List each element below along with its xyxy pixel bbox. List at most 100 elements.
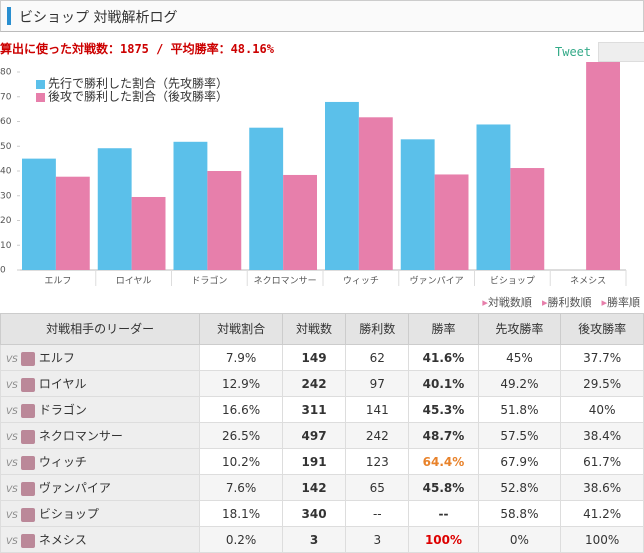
y-tick-label: 40 (0, 167, 12, 177)
cell: 311 (281, 396, 347, 423)
sort-link[interactable]: 勝率順 (601, 296, 640, 309)
bar (325, 101, 359, 270)
leader-name: ビショップ (38, 507, 99, 521)
y-tick-label: 60 (0, 117, 12, 127)
cell: 57.5% (477, 422, 562, 449)
cell: 10.2% (199, 448, 283, 475)
cell: 191 (281, 448, 347, 475)
row: VS ドラゴン 16.6% 311 141 45.3% 51.8% 40% (0, 396, 644, 423)
avatar (20, 533, 35, 548)
bar (510, 168, 545, 270)
vs-label: VS (6, 355, 18, 365)
cell: 45.3% (408, 396, 479, 423)
x-tick-label: ドラゴン (191, 275, 227, 287)
avatar (20, 429, 35, 444)
bar (97, 148, 132, 270)
bar (400, 139, 435, 270)
y-tick-label: 50 (0, 142, 12, 152)
cell: 41.6% (408, 344, 479, 371)
cell: 29.5% (560, 370, 644, 397)
cell: 497 (281, 422, 347, 449)
column-header: 勝率 (408, 313, 479, 345)
column-header: 対戦割合 (199, 313, 283, 345)
chart: 0 10 20 30 40 50 60 70 80 エルフ ロイヤル ドラゴン ネクロマンサー ウィッチ ヴ… (0, 62, 627, 287)
vs-label: VS (6, 459, 18, 469)
cell: 3 (345, 526, 410, 553)
bar (131, 196, 166, 270)
column-header: 対戦数 (281, 313, 347, 345)
cell: 26.5% (199, 422, 283, 449)
icon[interactable] (598, 42, 644, 62)
y-tick-label: 20 (0, 216, 12, 226)
cell: 38.6% (560, 474, 644, 501)
cell: 67.9% (477, 448, 562, 475)
avatar (20, 351, 35, 366)
cell: -- (345, 500, 410, 527)
vs-label: VS (6, 381, 18, 391)
cell: 340 (281, 500, 347, 527)
sort-link[interactable]: 勝利数順 (542, 296, 592, 309)
y-tick-label: 80 (0, 68, 12, 78)
column-header: 勝利数 (345, 313, 410, 345)
avatar (20, 403, 35, 418)
cell: 0.2% (199, 526, 283, 553)
row: VS エルフ 7.9% 149 62 41.6% 45% 37.7% (0, 344, 644, 371)
vs-label: VS (6, 511, 18, 521)
legend-swatch (36, 80, 45, 89)
column-header: 対戦相手のリーダー (0, 313, 201, 345)
cell: 64.4% (408, 448, 479, 475)
leader-cell: VS ドラゴン (0, 396, 201, 423)
cell: 100% (408, 526, 479, 553)
cell: 242 (345, 422, 410, 449)
y-tick-label: 10 (0, 241, 12, 251)
leader-cell: VS ビショップ (0, 500, 201, 527)
leader-name: エルフ (38, 351, 75, 365)
cell: 45.8% (408, 474, 479, 501)
row: VS ネクロマンサー 26.5% 497 242 48.7% 57.5% 38.4% (0, 422, 644, 449)
cell: 45% (477, 344, 562, 371)
sort-link[interactable]: 対戦数順 (482, 296, 532, 309)
leader-name: ロイヤル (38, 377, 87, 391)
cell: 62 (345, 344, 410, 371)
cell: 16.6% (199, 396, 283, 423)
cell: 37.7% (560, 344, 644, 371)
cell: 97 (345, 370, 410, 397)
leader-name: ネメシス (38, 533, 87, 547)
cell: 12.9% (199, 370, 283, 397)
avatar (20, 377, 35, 392)
leader-cell: VS エルフ (0, 344, 201, 371)
vs-label: VS (6, 485, 18, 495)
summary: 算出に使った対戦数：1875 / 平均勝率：48.16% (0, 42, 274, 56)
vs-label: VS (6, 407, 18, 417)
row: VS ウィッチ 10.2% 191 123 64.4% 67.9% 61.7% (0, 448, 644, 475)
bar (434, 174, 469, 270)
x-tick-label: エルフ (44, 277, 71, 287)
leader-name: ウィッチ (38, 455, 87, 469)
cell: 100% (560, 526, 644, 553)
leader-cell: VS ヴァンパイア (0, 474, 201, 501)
cell: 242 (281, 370, 347, 397)
row: VS ロイヤル 12.9% 242 97 40.1% 49.2% 29.5% (0, 370, 644, 397)
avatar (20, 481, 35, 496)
leader-cell: VS ネクロマンサー (0, 422, 201, 449)
cell: 0% (477, 526, 562, 553)
y-tick-label: 70 (0, 92, 12, 102)
leader-name: ネクロマンサー (38, 429, 123, 443)
cell: 7.9% (199, 344, 283, 371)
bar (586, 62, 620, 270)
bar (476, 124, 511, 270)
bars (22, 62, 620, 270)
x-tick-label: ネメシス (570, 276, 606, 287)
cell: 123 (345, 448, 410, 475)
cell: 58.8% (477, 500, 562, 527)
cell: 149 (281, 344, 347, 371)
tweet-button[interactable]: Tweet (555, 45, 592, 59)
y-tick-label: 0 (0, 266, 6, 276)
bar (22, 158, 56, 270)
x-tick-label: ヴァンパイア (410, 275, 464, 287)
cell: 61.7% (560, 448, 644, 475)
legend-swatch (36, 93, 45, 102)
x-tick-label: ビショップ (490, 276, 535, 287)
row: VS ヴァンパイア 7.6% 142 65 45.8% 52.8% 38.6% (0, 474, 644, 501)
bar (207, 171, 242, 270)
